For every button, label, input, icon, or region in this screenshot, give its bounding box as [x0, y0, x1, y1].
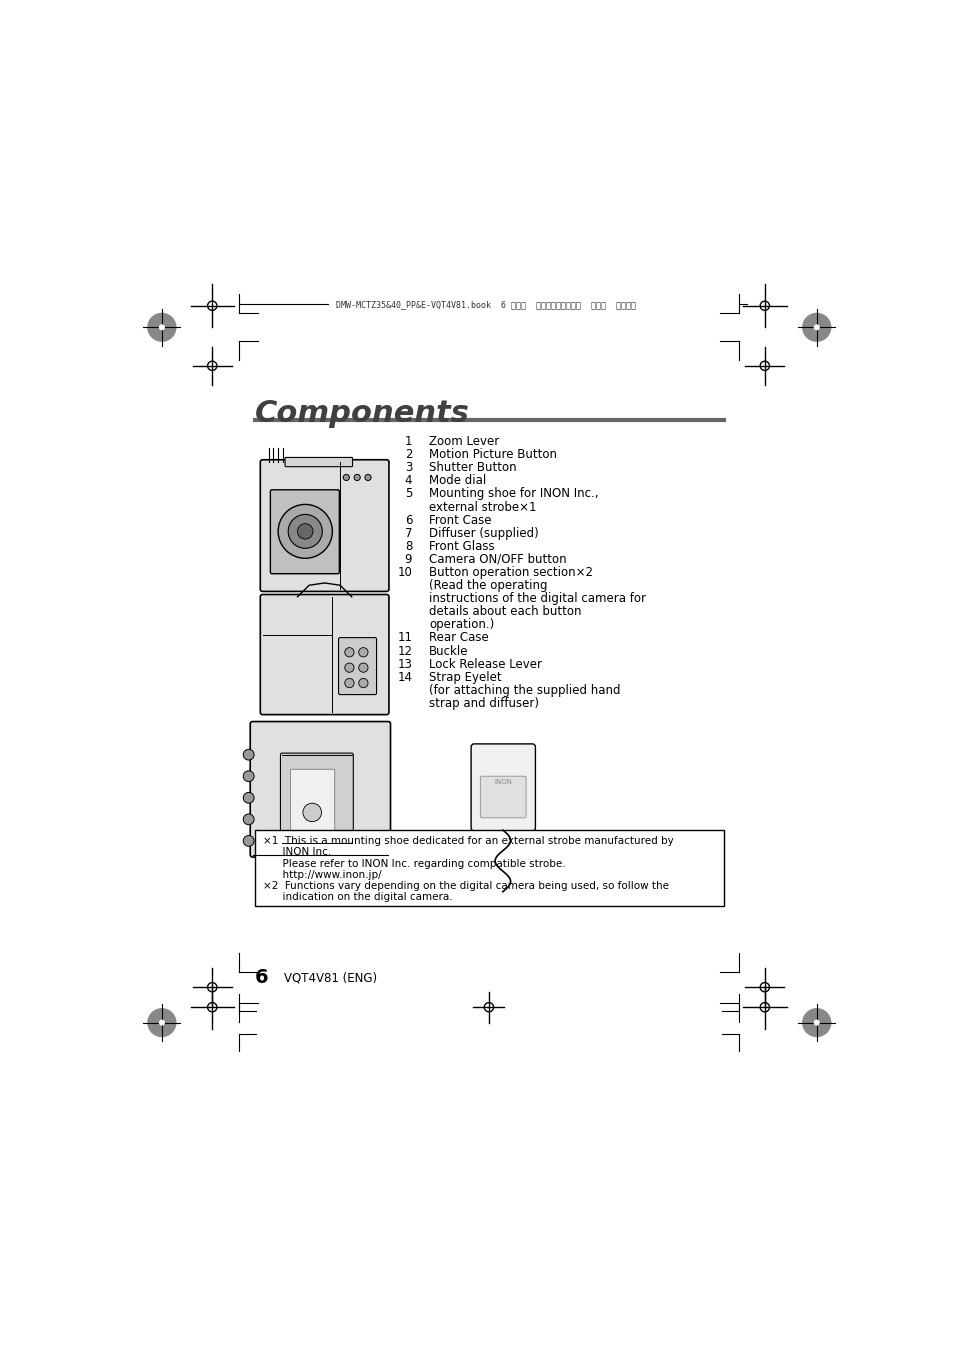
Text: VQT4V81 (ENG): VQT4V81 (ENG)	[283, 972, 376, 984]
Text: instructions of the digital camera for: instructions of the digital camera for	[429, 592, 645, 605]
Text: Motion Picture Button: Motion Picture Button	[429, 448, 557, 461]
Circle shape	[243, 814, 253, 825]
Circle shape	[344, 647, 354, 656]
Text: Rear Case: Rear Case	[429, 631, 489, 644]
Circle shape	[814, 325, 819, 330]
FancyBboxPatch shape	[285, 457, 353, 466]
Text: (Read the operating: (Read the operating	[429, 580, 547, 592]
FancyBboxPatch shape	[360, 855, 374, 865]
Text: 2: 2	[404, 448, 412, 461]
Text: 3: 3	[404, 461, 412, 474]
Circle shape	[358, 678, 368, 687]
Circle shape	[802, 1008, 830, 1037]
FancyBboxPatch shape	[270, 489, 339, 574]
Text: Shutter Button: Shutter Button	[429, 461, 517, 474]
Text: 12: 12	[396, 644, 412, 658]
FancyBboxPatch shape	[250, 721, 390, 857]
FancyBboxPatch shape	[267, 855, 281, 865]
Text: 10: 10	[396, 566, 412, 580]
Circle shape	[358, 663, 368, 673]
Text: INON: INON	[494, 779, 511, 785]
FancyBboxPatch shape	[291, 770, 335, 833]
Circle shape	[278, 504, 332, 558]
Bar	[254, 830, 723, 906]
Text: external strobe×1: external strobe×1	[429, 500, 537, 514]
Text: ×2  Functions vary depending on the digital camera being used, so follow the: ×2 Functions vary depending on the digit…	[262, 882, 668, 891]
Text: 11: 11	[396, 631, 412, 644]
Text: indication on the digital camera.: indication on the digital camera.	[262, 892, 452, 902]
FancyBboxPatch shape	[338, 638, 376, 694]
FancyBboxPatch shape	[280, 754, 353, 845]
Text: details about each button: details about each button	[429, 605, 581, 619]
Text: Front Glass: Front Glass	[429, 539, 495, 553]
Text: Front Case: Front Case	[429, 514, 491, 527]
Circle shape	[243, 749, 253, 760]
Circle shape	[297, 523, 313, 539]
Circle shape	[159, 1020, 164, 1024]
Text: http://www.inon.jp/: http://www.inon.jp/	[262, 869, 381, 880]
Text: operation.): operation.)	[429, 619, 494, 631]
Circle shape	[148, 314, 175, 341]
Text: 4: 4	[404, 474, 412, 488]
Text: 7: 7	[404, 527, 412, 539]
Text: Zoom Lever: Zoom Lever	[429, 435, 499, 448]
Circle shape	[343, 474, 349, 480]
Text: Buckle: Buckle	[429, 644, 468, 658]
Circle shape	[358, 647, 368, 656]
Circle shape	[354, 474, 360, 480]
Text: Please refer to INON Inc. regarding compatible strobe.: Please refer to INON Inc. regarding comp…	[262, 859, 565, 868]
Text: 6: 6	[254, 968, 268, 988]
Text: Diffuser (supplied): Diffuser (supplied)	[429, 527, 538, 539]
Text: 8: 8	[404, 539, 412, 553]
Circle shape	[344, 678, 354, 687]
Text: 14: 14	[396, 671, 412, 683]
Circle shape	[243, 836, 253, 847]
Text: (for attaching the supplied hand: (for attaching the supplied hand	[429, 683, 620, 697]
Text: 13: 13	[396, 658, 412, 671]
Circle shape	[814, 1020, 819, 1024]
Text: Strap Eyelet: Strap Eyelet	[429, 671, 501, 683]
Circle shape	[243, 793, 253, 803]
FancyBboxPatch shape	[471, 744, 535, 830]
Text: DMW-MCTZ35&40_PP&E-VQT4V81.book  6 ページ  ２０１３年１月７日  月曜日  午前７分: DMW-MCTZ35&40_PP&E-VQT4V81.book 6 ページ ２０…	[335, 299, 636, 309]
Text: INON Inc.: INON Inc.	[262, 848, 331, 857]
Circle shape	[802, 314, 830, 341]
Text: ×1  This is a mounting shoe dedicated for an external strobe manufactured by: ×1 This is a mounting shoe dedicated for…	[262, 836, 673, 847]
Text: Camera ON/OFF button: Camera ON/OFF button	[429, 553, 566, 566]
Circle shape	[288, 515, 322, 549]
Text: Mode dial: Mode dial	[429, 474, 486, 488]
Text: 6: 6	[404, 514, 412, 527]
Text: Button operation section×2: Button operation section×2	[429, 566, 593, 580]
Text: Lock Release Lever: Lock Release Lever	[429, 658, 541, 671]
FancyBboxPatch shape	[260, 594, 389, 714]
Text: Mounting shoe for INON Inc.,: Mounting shoe for INON Inc.,	[429, 488, 598, 500]
Text: 9: 9	[404, 553, 412, 566]
Circle shape	[159, 325, 164, 330]
Circle shape	[344, 663, 354, 673]
Circle shape	[243, 771, 253, 782]
Circle shape	[303, 803, 321, 822]
Text: Components: Components	[254, 399, 469, 427]
Circle shape	[365, 474, 371, 480]
Text: 5: 5	[404, 488, 412, 500]
Text: strap and diffuser): strap and diffuser)	[429, 697, 538, 710]
FancyBboxPatch shape	[260, 460, 389, 592]
Text: 1: 1	[404, 435, 412, 448]
FancyBboxPatch shape	[480, 776, 525, 818]
Circle shape	[148, 1008, 175, 1037]
